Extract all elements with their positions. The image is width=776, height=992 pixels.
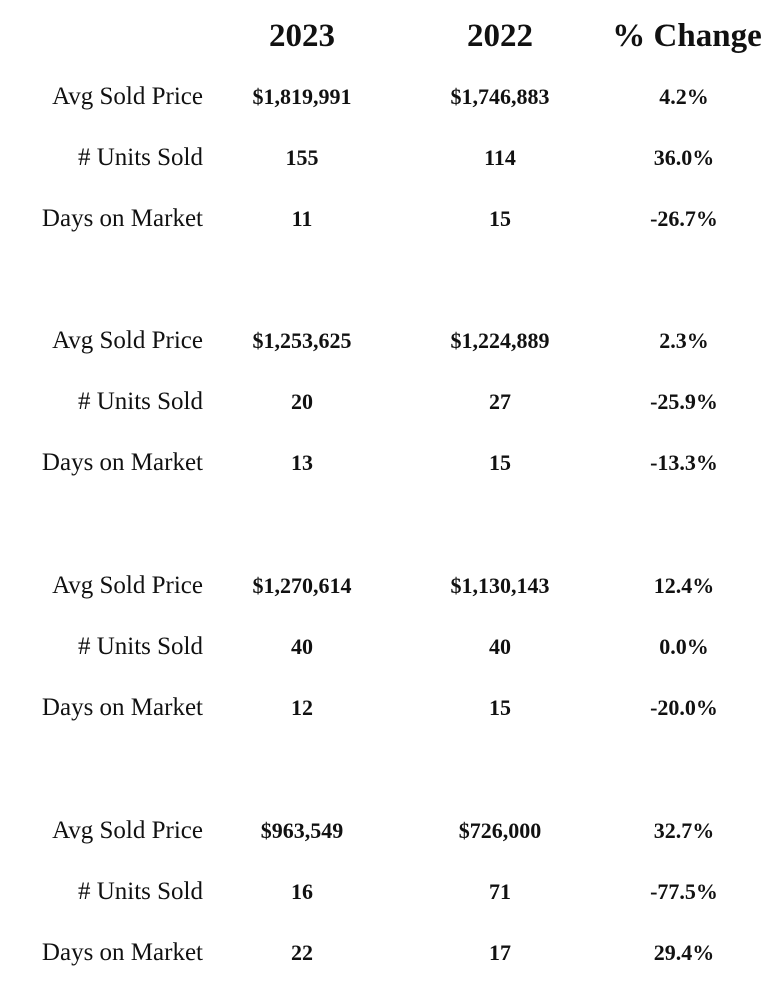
value-2022: $1,224,889	[450, 328, 550, 353]
value-percent-change: -13.3%	[650, 450, 718, 475]
value-percent-change: 12.4%	[653, 573, 715, 598]
table-row: Days on Market 22 17 29.4%	[0, 933, 776, 973]
table-row: Days on Market 13 15 -13.3%	[0, 443, 776, 483]
row-label: Avg Sold Price	[52, 572, 203, 599]
table-row: # Units Sold 16 71 -77.5%	[0, 872, 776, 912]
table-row: Avg Sold Price $1,253,625 $1,224,889 2.3…	[0, 321, 776, 361]
row-label: Days on Market	[41, 939, 203, 966]
table-row: Days on Market 11 15 -26.7%	[0, 199, 776, 239]
row-label: Days on Market	[41, 449, 203, 476]
value-percent-change: 32.7%	[653, 818, 715, 843]
value-percent-change: 0.0%	[659, 634, 709, 659]
value-2023: $1,819,991	[252, 84, 352, 109]
row-label: Avg Sold Price	[52, 83, 203, 110]
value-2022: 15	[489, 695, 511, 720]
row-label: Days on Market	[41, 205, 203, 232]
table-row: # Units Sold 155 114 36.0%	[0, 138, 776, 178]
column-header-2023: 2023	[269, 18, 335, 54]
table-row: Days on Market 12 15 -20.0%	[0, 688, 776, 728]
table-row: Avg Sold Price $1,819,991 $1,746,883 4.2…	[0, 77, 776, 117]
value-2022: 40	[489, 634, 511, 659]
value-2022: $1,746,883	[450, 84, 550, 109]
row-label: # Units Sold	[77, 633, 203, 660]
value-2023: $963,549	[260, 818, 344, 843]
value-2023: 40	[291, 634, 313, 659]
value-2022: 114	[484, 145, 516, 170]
table-row: Avg Sold Price $963,549 $726,000 32.7%	[0, 811, 776, 851]
value-2022: 15	[489, 206, 511, 231]
value-2023: 11	[291, 206, 313, 231]
row-label: # Units Sold	[77, 388, 203, 415]
table-row: # Units Sold 20 27 -25.9%	[0, 382, 776, 422]
value-2023: $1,270,614	[252, 573, 352, 598]
value-2022: $1,130,143	[450, 573, 550, 598]
row-label: # Units Sold	[77, 878, 203, 905]
value-percent-change: 4.2%	[659, 84, 709, 109]
table-row: # Units Sold 40 40 0.0%	[0, 627, 776, 667]
value-2023: 155	[285, 145, 319, 170]
value-2022: 17	[489, 940, 511, 965]
value-percent-change: -20.0%	[650, 695, 718, 720]
row-label: Avg Sold Price	[52, 327, 203, 354]
value-2022: $726,000	[458, 818, 542, 843]
table-row: Avg Sold Price $1,270,614 $1,130,143 12.…	[0, 566, 776, 606]
row-label: # Units Sold	[77, 144, 203, 171]
value-2023: 20	[291, 389, 313, 414]
value-2023: 16	[291, 879, 313, 904]
column-header-percent-change: % Change	[612, 18, 762, 54]
value-2022: 15	[489, 450, 511, 475]
value-percent-change: 29.4%	[653, 940, 715, 965]
value-percent-change: 36.0%	[653, 145, 715, 170]
value-percent-change: -77.5%	[650, 879, 718, 904]
value-percent-change: 2.3%	[659, 328, 709, 353]
value-2022: 71	[489, 879, 511, 904]
value-percent-change: -25.9%	[650, 389, 718, 414]
value-2023: 13	[291, 450, 313, 475]
value-percent-change: -26.7%	[650, 206, 718, 231]
value-2023: $1,253,625	[252, 328, 352, 353]
value-2023: 22	[291, 940, 313, 965]
row-label: Avg Sold Price	[52, 817, 203, 844]
value-2022: 27	[489, 389, 511, 414]
row-label: Days on Market	[41, 694, 203, 721]
column-header-2022: 2022	[467, 18, 533, 54]
value-2023: 12	[291, 695, 313, 720]
